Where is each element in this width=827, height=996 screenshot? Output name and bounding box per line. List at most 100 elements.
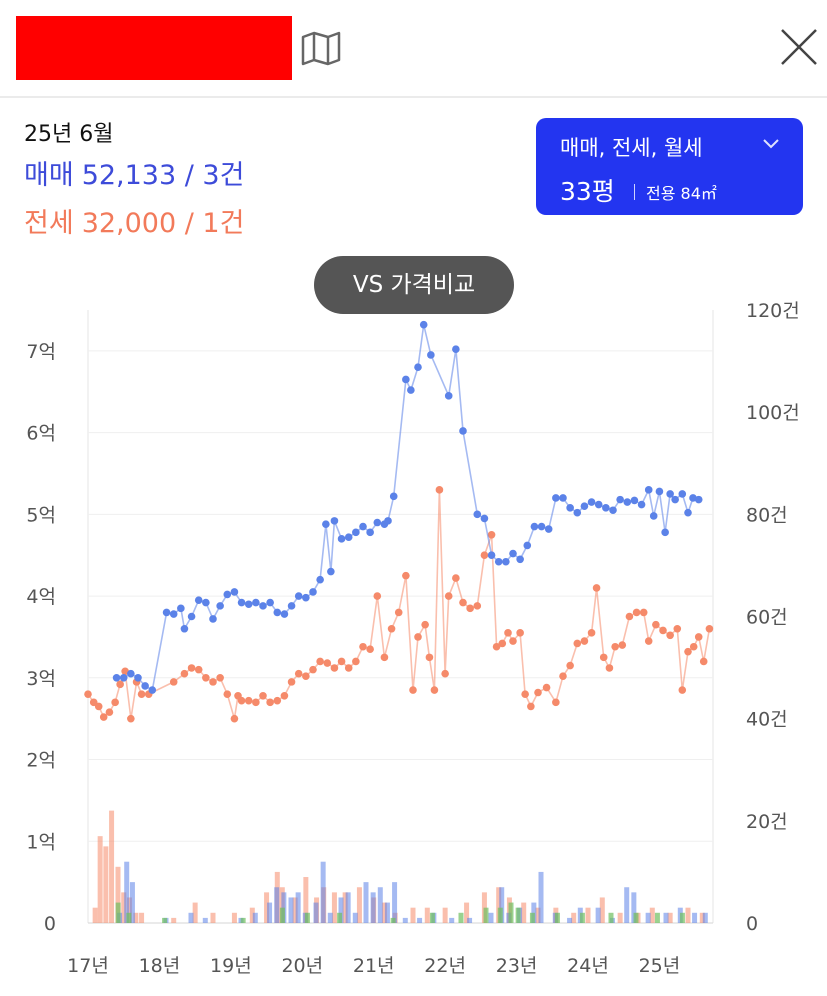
sale-point xyxy=(630,496,639,505)
sale-value: 52,133 / 3건 xyxy=(81,160,245,191)
close-icon[interactable] xyxy=(778,26,820,68)
x-tick-label: 21년 xyxy=(353,955,395,977)
lease-point xyxy=(237,696,246,705)
y-right-tick-label: 20건 xyxy=(746,811,788,833)
x-tick-label: 23년 xyxy=(496,955,538,977)
lease-point xyxy=(587,629,596,637)
lease-point xyxy=(644,637,653,645)
lease-point xyxy=(116,680,124,689)
monthly-volume-bar xyxy=(508,902,514,923)
sale-point xyxy=(587,498,596,506)
sale-point xyxy=(487,551,496,559)
sale-volume-bar xyxy=(338,897,344,923)
lease-volume-bar xyxy=(331,892,337,923)
sale-point xyxy=(169,610,178,618)
sale-point xyxy=(287,602,296,610)
sale-point xyxy=(419,320,428,329)
sale-point xyxy=(694,495,703,504)
lease-point xyxy=(694,633,703,641)
y-left-tick-label: 2억 xyxy=(26,750,56,772)
y-right-tick-label: 0 xyxy=(746,913,758,935)
lease-volume-bar xyxy=(264,892,270,923)
sale-point xyxy=(616,495,624,504)
sale-point xyxy=(389,492,398,501)
vs-compare-button[interactable]: VS 가격비교 xyxy=(314,256,514,314)
monthly-volume-bar xyxy=(515,907,521,923)
y-left-tick-label: 7억 xyxy=(26,341,56,363)
volume-bars xyxy=(92,810,708,923)
sale-volume-bar xyxy=(392,882,398,923)
lease-point xyxy=(169,678,178,686)
lease-volume-bar xyxy=(92,907,98,923)
chart-axes: 0 1억 2억 3억 4억 5억 6억 7억 0 20건 40건 60건 80건 100건 120건 17년 1… xyxy=(26,300,799,977)
map-icon[interactable] xyxy=(300,30,342,66)
lease-point xyxy=(209,678,217,686)
sale-volume-bar xyxy=(702,912,708,923)
lease-point xyxy=(521,690,529,698)
monthly-volume-bar xyxy=(654,912,660,923)
lease-point xyxy=(466,604,474,613)
lease-point xyxy=(280,691,289,700)
lease-point xyxy=(552,698,560,707)
sale-point xyxy=(594,500,603,509)
price-lines xyxy=(84,320,714,723)
sale-point xyxy=(352,528,360,537)
lease-point xyxy=(366,645,374,653)
lease-point xyxy=(509,637,517,645)
monthly-volume-bar xyxy=(126,912,132,923)
lease-point xyxy=(534,688,542,697)
monthly-volume-bar xyxy=(679,912,685,923)
sale-point xyxy=(494,557,503,566)
monthly-volume-bar xyxy=(337,912,343,923)
sale-point xyxy=(373,518,382,527)
lease-volume-bar xyxy=(139,912,145,923)
sale-point xyxy=(180,624,189,633)
lease-point xyxy=(459,598,467,607)
lease-volume-bar xyxy=(109,810,115,923)
sale-point xyxy=(322,520,330,528)
sale-point xyxy=(237,598,246,607)
lease-point xyxy=(294,669,303,678)
sale-volume-bar xyxy=(645,912,651,923)
sale-label: 매매 xyxy=(24,160,74,191)
chevron-down-icon xyxy=(763,139,779,149)
sale-point xyxy=(661,528,669,537)
lease-point xyxy=(252,698,260,707)
y-right-tick-label: 60건 xyxy=(746,607,788,629)
lease-volume-bar xyxy=(210,912,216,923)
sale-volume-bar xyxy=(202,917,208,923)
lease-volume-bar xyxy=(381,902,387,923)
sale-point xyxy=(230,588,239,596)
divider xyxy=(634,184,635,200)
lease-volume-bar xyxy=(424,907,430,923)
sale-point xyxy=(684,508,692,517)
sale-volume-bar xyxy=(449,917,455,923)
chart-grid xyxy=(87,310,714,924)
sale-point xyxy=(552,494,560,502)
lease-point xyxy=(678,686,687,694)
monthly-volume-bar xyxy=(390,917,396,923)
sale-volume-bar xyxy=(692,912,698,923)
sale-point xyxy=(649,512,658,520)
sale-point xyxy=(427,351,435,359)
lease-point xyxy=(94,702,103,711)
lease-volume-bar xyxy=(585,907,591,923)
y-left-tick-label: 0 xyxy=(44,913,56,935)
lease-point xyxy=(352,657,360,666)
lease-point xyxy=(380,653,389,662)
lease-volume-bar xyxy=(410,907,416,923)
lease-volume-bar xyxy=(171,917,177,923)
lease-point xyxy=(402,571,410,580)
trade-filter-button[interactable]: 매매, 전세, 월세 33평 전용 84㎡ xyxy=(536,118,803,215)
lease-point xyxy=(492,642,501,651)
lease-point xyxy=(127,714,135,723)
sale-point xyxy=(671,495,679,504)
sale-point xyxy=(294,592,303,600)
sale-point xyxy=(452,345,460,354)
lease-point xyxy=(611,642,619,651)
sale-point xyxy=(407,386,415,394)
lease-volume-bar xyxy=(521,902,527,923)
sale-point xyxy=(316,575,324,584)
sale-point xyxy=(544,525,553,533)
sale-point xyxy=(112,674,121,682)
